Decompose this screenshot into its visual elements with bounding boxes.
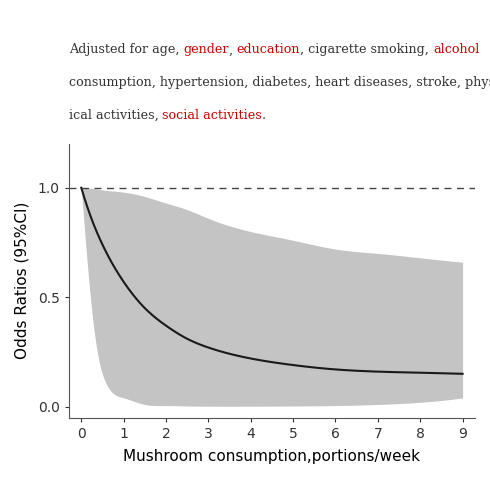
Text: Adjusted for age,: Adjusted for age, <box>69 44 183 57</box>
Text: consumption, hypertension, diabetes, heart diseases, stroke, phys-: consumption, hypertension, diabetes, hea… <box>69 76 490 89</box>
Text: alcohol: alcohol <box>433 44 480 57</box>
Text: social activities: social activities <box>162 109 262 122</box>
X-axis label: Mushroom consumption,portions/week: Mushroom consumption,portions/week <box>123 449 420 464</box>
Text: ical activities,: ical activities, <box>69 109 162 122</box>
Text: ,: , <box>229 44 237 57</box>
Y-axis label: Odds Ratios (95%CI): Odds Ratios (95%CI) <box>14 202 29 360</box>
Text: education: education <box>237 44 300 57</box>
Text: , cigarette smoking,: , cigarette smoking, <box>300 44 433 57</box>
Text: .: . <box>262 109 266 122</box>
Text: gender: gender <box>183 44 229 57</box>
